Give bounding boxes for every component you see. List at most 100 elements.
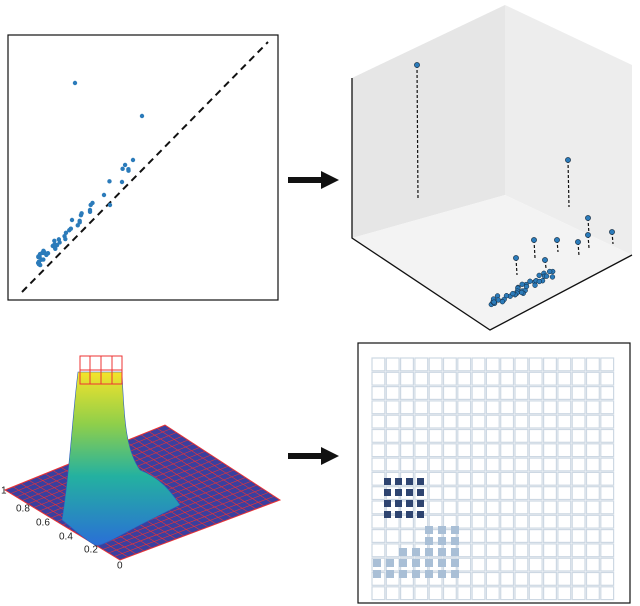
point: [72, 80, 78, 86]
cell: [442, 414, 457, 429]
cell: [385, 500, 400, 515]
cell: [428, 414, 443, 429]
dark-cell: [417, 511, 424, 518]
cell: [471, 400, 486, 415]
cell: [557, 486, 572, 501]
point: [63, 230, 69, 235]
cell: [471, 571, 486, 586]
point: [519, 281, 525, 287]
dark-cell: [384, 500, 391, 507]
cell: [557, 457, 572, 472]
cell: [442, 371, 457, 386]
stem: [567, 159, 570, 208]
cell: [571, 471, 586, 486]
cell: [371, 371, 386, 386]
cell: [414, 386, 429, 401]
cell: [442, 457, 457, 472]
cell: [528, 557, 543, 572]
light-cell: [412, 548, 420, 556]
cell: [485, 486, 500, 501]
cell: [557, 471, 572, 486]
cell: [557, 500, 572, 515]
cell: [600, 543, 615, 558]
cell: [528, 486, 543, 501]
cell: [500, 386, 515, 401]
cell: [557, 571, 572, 586]
tick-label: 0.6: [36, 518, 50, 529]
cell: [542, 486, 557, 501]
point: [575, 239, 581, 245]
cell: [500, 500, 515, 515]
cell: [442, 400, 457, 415]
point: [139, 113, 145, 119]
point: [543, 273, 550, 279]
cell: [585, 514, 600, 529]
cell: [528, 428, 543, 443]
cell: [500, 443, 515, 458]
cell: [428, 386, 443, 401]
cell: [500, 371, 515, 386]
point: [542, 257, 548, 263]
cell: [471, 471, 486, 486]
cell: [400, 528, 415, 543]
cell: [600, 428, 615, 443]
cell: [400, 357, 415, 372]
cell: [457, 400, 472, 415]
tick-label: 0: [117, 561, 123, 572]
light-cell: [451, 526, 459, 534]
cell: [600, 386, 615, 401]
cell: [471, 357, 486, 372]
tick-label: 0.2: [84, 545, 98, 556]
cell: [528, 500, 543, 515]
cell: [528, 414, 543, 429]
cell: [442, 500, 457, 515]
cell: [457, 371, 472, 386]
back-wall: [352, 5, 505, 238]
dark-cell: [406, 478, 413, 485]
cell: [500, 400, 515, 415]
cell: [600, 357, 615, 372]
cell: [600, 443, 615, 458]
light-cell: [451, 559, 459, 567]
cell: [600, 486, 615, 501]
cell: [442, 486, 457, 501]
mesh-line: [102, 488, 263, 550]
point: [585, 215, 591, 221]
cell: [428, 400, 443, 415]
point: [130, 157, 136, 163]
cell: [428, 471, 443, 486]
cell: [414, 528, 429, 543]
surface-panel: 1 0.8 0.6 0.4 0.2 0: [1, 355, 282, 572]
grid-panel: [357, 342, 631, 604]
cell: [485, 543, 500, 558]
cell: [371, 586, 386, 601]
diagonal: [21, 41, 269, 293]
cell: [585, 371, 600, 386]
cell: [471, 371, 486, 386]
cell: [442, 514, 457, 529]
cell: [571, 400, 586, 415]
cell: [585, 443, 600, 458]
cell: [400, 586, 415, 601]
cell: [442, 386, 457, 401]
cell: [571, 500, 586, 515]
cell: [428, 500, 443, 515]
point: [44, 252, 49, 258]
cell: [528, 528, 543, 543]
cell: [371, 528, 386, 543]
cell: [371, 514, 386, 529]
cell: [485, 514, 500, 529]
cell: [542, 414, 557, 429]
cell: [371, 386, 386, 401]
cell: [414, 586, 429, 601]
cell: [514, 571, 529, 586]
cell: [385, 457, 400, 472]
point: [536, 278, 542, 285]
point: [565, 157, 571, 163]
cell: [542, 557, 557, 572]
mesh-line: [114, 495, 275, 557]
cell: [428, 371, 443, 386]
cell: [400, 386, 415, 401]
cell: [371, 414, 386, 429]
cell: [585, 557, 600, 572]
